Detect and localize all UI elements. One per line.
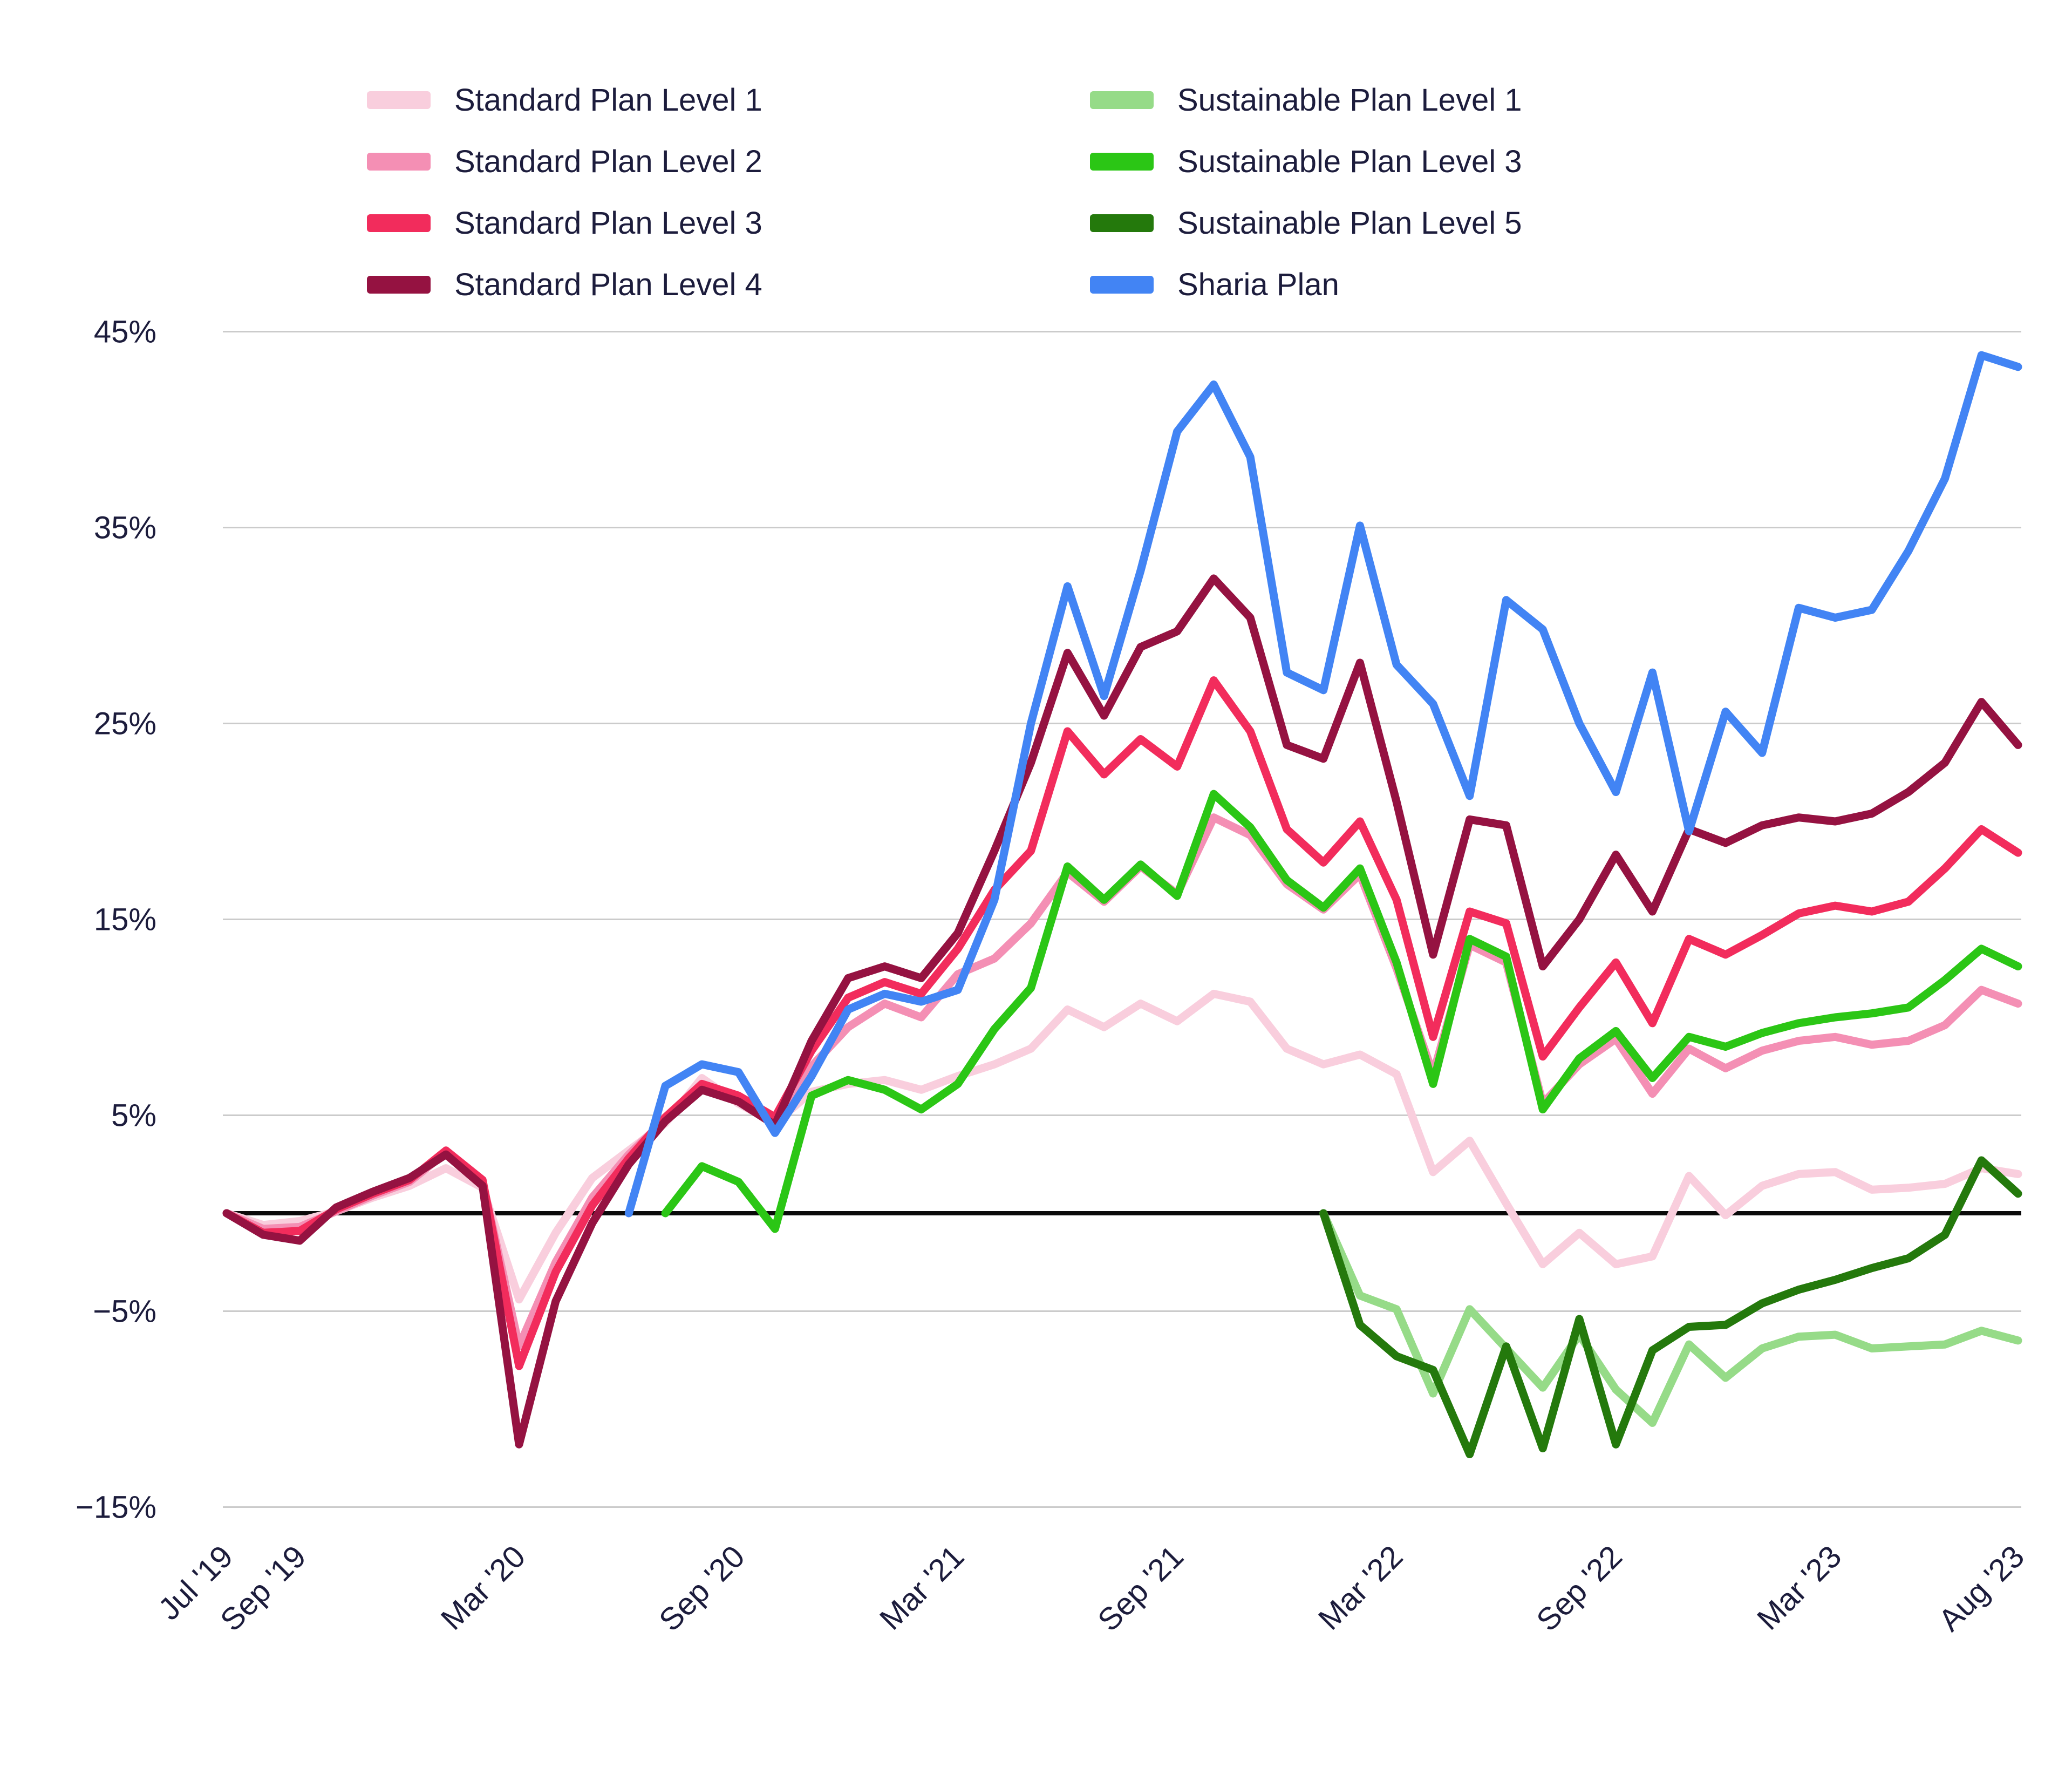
y-tick-label: −15% — [76, 1490, 156, 1525]
y-axis-labels: 45% 35% 25% 15% 5% −5% −15% — [76, 315, 156, 1525]
legend-item-label: Standard Plan Level 2 — [454, 144, 762, 179]
legend-swatch-icon — [367, 275, 431, 294]
x-tick-label: Sep '20 — [652, 1539, 752, 1638]
series-line-standard-plan-level-4 — [222, 574, 2022, 1449]
legend-item-label: Sustainable Plan Level 5 — [1177, 205, 1522, 241]
legend-item-standard-plan-level-3[interactable]: Standard Plan Level 3 — [367, 192, 762, 254]
x-tick-label: Sep '21 — [1091, 1539, 1190, 1638]
legend-swatch-icon — [1090, 152, 1154, 171]
legend-swatch-icon — [1090, 91, 1154, 109]
legend-item-label: Standard Plan Level 1 — [454, 82, 762, 118]
legend-item-standard-plan-level-2[interactable]: Standard Plan Level 2 — [367, 131, 762, 192]
chart-legend-column-1: Standard Plan Level 1 Standard Plan Leve… — [367, 69, 762, 315]
y-tick-label: 35% — [94, 511, 156, 546]
legend-item-sharia-plan[interactable]: Sharia Plan — [1090, 254, 1522, 315]
x-tick-label: Mar '20 — [434, 1539, 532, 1636]
series-line-standard-plan-level-1 — [222, 989, 2022, 1304]
legend-swatch-icon — [367, 91, 431, 109]
chart-legend-column-2: Sustainable Plan Level 1 Sustainable Pla… — [1090, 69, 1522, 315]
legend-swatch-icon — [367, 214, 431, 232]
gridlines — [223, 331, 2021, 1508]
legend-swatch-icon — [1090, 275, 1154, 294]
series-line-sustainable-plan-level-1 — [1319, 1209, 2022, 1427]
legend-item-standard-plan-level-4[interactable]: Standard Plan Level 4 — [367, 254, 762, 315]
y-tick-label: −5% — [93, 1294, 156, 1329]
series-lines — [222, 351, 2022, 1458]
series-line-sustainable-plan-level-5 — [1319, 1156, 2022, 1458]
series-line-sharia-plan — [624, 351, 2022, 1218]
legend-item-label: Sustainable Plan Level 3 — [1177, 144, 1522, 179]
x-tick-label: Mar '23 — [1750, 1539, 1848, 1636]
legend-item-standard-plan-level-1[interactable]: Standard Plan Level 1 — [367, 69, 762, 131]
x-tick-label: Aug '23 — [1932, 1539, 2031, 1638]
legend-item-sustainable-plan-level-1[interactable]: Sustainable Plan Level 1 — [1090, 69, 1522, 131]
legend-item-sustainable-plan-level-3[interactable]: Sustainable Plan Level 3 — [1090, 131, 1522, 192]
y-tick-label: 5% — [111, 1098, 156, 1133]
series-line-standard-plan-level-3 — [222, 676, 2022, 1370]
x-tick-label: Mar '21 — [873, 1539, 971, 1636]
legend-item-label: Sustainable Plan Level 1 — [1177, 82, 1522, 118]
legend-item-label: Standard Plan Level 4 — [454, 267, 762, 302]
y-tick-label: 15% — [94, 902, 156, 937]
y-tick-label: 25% — [94, 706, 156, 742]
legend-item-label: Standard Plan Level 3 — [454, 205, 762, 241]
series-line-sustainable-plan-level-3 — [661, 790, 2022, 1233]
x-tick-label: Mar '22 — [1312, 1539, 1409, 1636]
legend-swatch-icon — [367, 152, 431, 171]
y-tick-label: 45% — [94, 315, 156, 350]
legend-swatch-icon — [1090, 214, 1154, 232]
legend-item-sustainable-plan-level-5[interactable]: Sustainable Plan Level 5 — [1090, 192, 1522, 254]
x-tick-label: Sep '22 — [1530, 1539, 1629, 1638]
legend-item-label: Sharia Plan — [1177, 267, 1339, 302]
